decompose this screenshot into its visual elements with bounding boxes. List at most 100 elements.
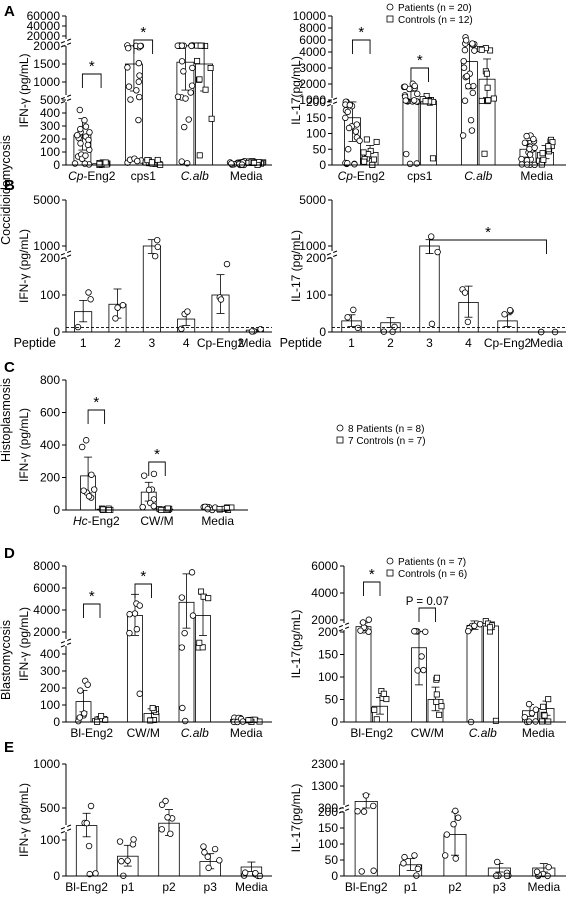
y-tick-label: 5000 (299, 193, 326, 207)
data-point (77, 687, 84, 694)
data-point (91, 486, 98, 493)
y-axis-label: IFN-γ (pg/mL) (17, 783, 31, 857)
y-tick-label: 300 (318, 801, 338, 815)
data-point (464, 627, 472, 635)
data-point (251, 159, 258, 166)
data-point (86, 870, 93, 878)
data-point (490, 95, 497, 102)
data-point (494, 858, 501, 866)
data-point (523, 132, 530, 140)
significance-bracket (410, 67, 429, 82)
y-tick-label: 3000 (299, 61, 326, 75)
data-point (84, 681, 91, 688)
category-label: Bl-Eng2 (70, 726, 113, 740)
y-axis-label: IL-17(pg/mL) (289, 784, 303, 853)
y-tick-label: 6000 (33, 581, 60, 595)
y-tick-label: 100 (40, 698, 60, 712)
data-point (114, 304, 121, 311)
y-tick-label: 500 (40, 801, 60, 815)
category-label: 2 (114, 336, 121, 350)
data-point (197, 42, 204, 49)
y-axis-label: IL-17(pg/mL) (289, 610, 303, 679)
data-point (360, 149, 367, 156)
data-point (135, 116, 142, 124)
data-point (216, 506, 223, 513)
data-point (85, 289, 92, 296)
y-axis-label: IFN-γ (pg/mL) (17, 229, 31, 303)
data-point (77, 140, 84, 147)
data-point (484, 84, 491, 91)
data-point (363, 136, 370, 143)
data-point (136, 690, 143, 697)
data-point (401, 853, 408, 861)
significance-label: * (485, 224, 491, 241)
data-point (402, 97, 409, 104)
data-point (204, 853, 211, 860)
data-point (119, 302, 127, 309)
data-point (461, 46, 469, 54)
category-label: Bl-Eng2 (350, 726, 393, 740)
y-tick-label: 10000 (293, 9, 327, 23)
data-point (433, 691, 440, 698)
data-point (76, 714, 83, 721)
data-point (365, 616, 373, 623)
y-tick-label: 0 (53, 503, 60, 517)
data-point (469, 40, 476, 47)
data-point (83, 437, 90, 444)
y-tick-label: 200 (40, 681, 60, 695)
y-tick-label: 0 (319, 158, 326, 172)
data-point (461, 289, 469, 296)
significance-bracket (133, 39, 154, 54)
data-point (418, 653, 425, 660)
significance-label: * (93, 394, 99, 411)
data-point (346, 101, 354, 109)
bar (142, 245, 161, 333)
data-point (352, 128, 360, 135)
legend-marker (336, 424, 344, 432)
category-label: CW/M (411, 726, 444, 740)
category-label: C.alb (464, 169, 492, 183)
category-label: Cp-Eng2 (197, 336, 245, 350)
data-point (483, 70, 490, 77)
data-point (531, 144, 538, 151)
data-point (356, 137, 363, 144)
bar (355, 626, 372, 723)
category-label: CW/M (127, 726, 160, 740)
data-point (344, 108, 351, 116)
y-tick-label: 500 (40, 93, 60, 107)
panel-letter: C (4, 359, 15, 376)
data-point (180, 68, 187, 75)
data-point (245, 717, 252, 724)
data-point (133, 626, 141, 633)
data-point (179, 704, 186, 712)
data-point (223, 260, 231, 268)
data-point (533, 868, 541, 876)
y-tick-label: 0 (53, 325, 60, 339)
y-axis-label: IFN-γ (pg/mL) (17, 408, 31, 482)
y-axis-label: IFN-γ (pg/mL) (17, 53, 31, 127)
x-axis-title: Peptide (280, 336, 322, 350)
data-point (205, 595, 212, 602)
data-point (433, 698, 440, 705)
data-point (383, 696, 390, 703)
data-point (153, 236, 161, 244)
data-point (476, 620, 484, 628)
category-label: Media (527, 880, 560, 894)
y-tick-label: 0 (331, 869, 338, 883)
data-point (465, 82, 472, 90)
bar (466, 624, 483, 723)
data-point (88, 471, 95, 478)
significance-bracket (134, 583, 152, 598)
legend-entry: Patients (n = 7) (398, 557, 466, 568)
data-point (518, 161, 526, 168)
data-point (436, 711, 443, 718)
data-point (467, 117, 475, 124)
significance-label: * (369, 566, 375, 583)
category-label: 1 (348, 336, 355, 350)
data-point (137, 42, 144, 50)
data-point (182, 95, 189, 102)
category-label: cps1 (131, 169, 157, 183)
data-point (549, 139, 556, 146)
data-point (92, 870, 99, 877)
